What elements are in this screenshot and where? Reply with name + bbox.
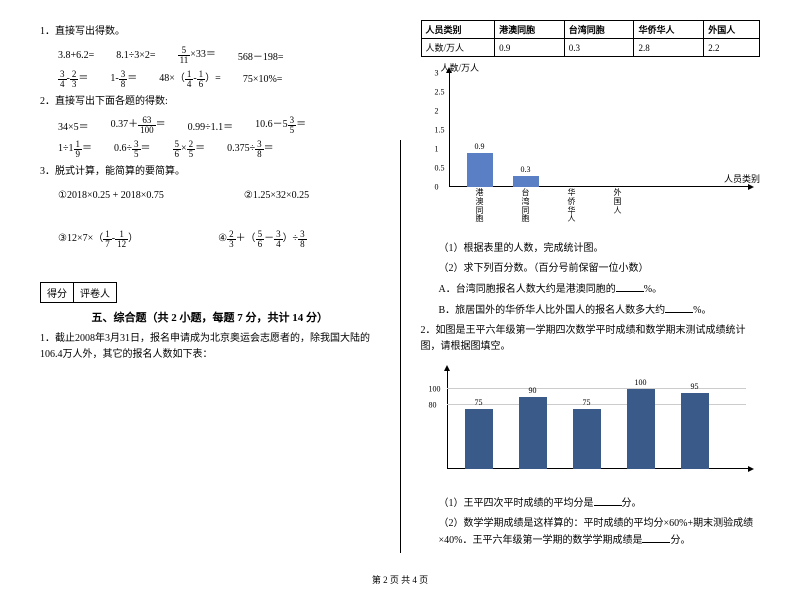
eq-row-4: 1÷119＝ 0.6÷35＝ 56×25＝ 0.375÷38＝ [40, 138, 380, 160]
right-column: 人员类别 港澳同胞 台湾同胞 华侨华人 外国人 人数/万人 0.9 0.3 2.… [421, 20, 761, 553]
y-tick: 80 [429, 401, 437, 410]
eq: 0.37＋63100＝ [111, 115, 166, 134]
reviewer-label: 评卷人 [74, 283, 116, 302]
eq: 1÷119＝ [58, 139, 92, 158]
y-axis [447, 369, 448, 469]
chart-1: 人数/万人 人员类别 0 0.5 1 1.5 2 2.5 3 0.9 0.3 港… [421, 65, 761, 215]
page: 1．直接写出得数。 3.8+6.2= 8.1÷3×2= 511×33＝ 568－… [40, 20, 760, 553]
td: 0.3 [564, 39, 634, 57]
eq: 1-38＝ [110, 69, 137, 88]
y-tick: 3 [435, 69, 439, 78]
td: 2.2 [704, 39, 760, 57]
th: 台湾同胞 [564, 21, 634, 39]
cat: 港澳同胞 [473, 189, 487, 224]
bar: 0.3 [513, 176, 539, 187]
bar: 90 [519, 397, 547, 469]
bar: 0.9 [467, 153, 493, 187]
score-box: 得分 评卷人 [40, 282, 117, 303]
eq: 3.8+6.2= [58, 50, 94, 61]
eq: 511×33＝ [178, 45, 216, 64]
sub-q: （2）求下列百分数。（百分号前保留一位小数） [421, 261, 761, 277]
q2-title: 2．直接写出下面各题的得数: [40, 94, 380, 110]
bar: 75 [465, 409, 493, 469]
td: 人数/万人 [421, 39, 495, 57]
sub-q: （1）王平四次平时成绩的平均分是分。 [421, 495, 761, 512]
left-column: 1．直接写出得数。 3.8+6.2= 8.1÷3×2= 511×33＝ 568－… [40, 20, 380, 553]
eq: 34-23＝ [58, 69, 88, 88]
calc: ①2018×0.25 + 2018×0.75 [58, 190, 164, 201]
th: 华侨华人 [634, 21, 704, 39]
eq-row-1: 3.8+6.2= 8.1÷3×2= 511×33＝ 568－198= [40, 44, 380, 66]
calc-row-2: ③12×7×（17-112） ④23＋（56－34）÷38 [40, 228, 380, 250]
eq-row-2: 34-23＝ 1-38＝ 48×（14-16）= 75×10%= [40, 68, 380, 90]
table-row: 人数/万人 0.9 0.3 2.8 2.2 [421, 39, 760, 57]
calc: ②1.25×32×0.25 [244, 190, 309, 201]
blank [665, 302, 693, 313]
calc: ④23＋（56－34）÷38 [218, 229, 306, 248]
eq: 34×5＝ [58, 118, 89, 133]
y-tick: 1.5 [435, 126, 445, 135]
data-table: 人员类别 港澳同胞 台湾同胞 华侨华人 外国人 人数/万人 0.9 0.3 2.… [421, 20, 761, 57]
arrow-right-icon [748, 466, 754, 472]
y-tick: 0 [435, 183, 439, 192]
blank [642, 532, 670, 543]
eq: 8.1÷3×2= [116, 50, 155, 61]
table-row: 人员类别 港澳同胞 台湾同胞 华侨华人 外国人 [421, 21, 760, 39]
q1-title: 1．直接写出得数。 [40, 24, 380, 40]
eq: 10.6－535＝ [255, 115, 306, 134]
sub-q: （1）根据表里的人数，完成统计图。 [421, 241, 761, 257]
th: 人员类别 [421, 21, 495, 39]
section-5-title: 五、综合题（共 2 小题，每题 7 分，共计 14 分） [40, 309, 380, 325]
problem-2: 2．如图是王平六年级第一学期四次数学平时成绩和数学期末测试成绩统计图，请根据图填… [421, 323, 761, 355]
x-axis-title: 人员类别 [724, 172, 760, 185]
page-footer: 第 2 页 共 4 页 [40, 573, 760, 586]
th: 外国人 [704, 21, 760, 39]
sub-q: B．旅居国外的华侨华人比外国人的报名人数多大约%。 [421, 302, 761, 319]
blank [594, 495, 622, 506]
cat: 台湾同胞 [519, 189, 533, 224]
eq: 0.99÷1.1＝ [188, 118, 234, 133]
eq-row-3: 34×5＝ 0.37＋63100＝ 0.99÷1.1＝ 10.6－535＝ [40, 114, 380, 136]
eq: 56×25＝ [173, 139, 206, 158]
column-divider [400, 140, 401, 553]
calc: ③12×7×（17-112） [58, 229, 138, 248]
chart-2: 80 100 75 90 75 100 95 [421, 365, 761, 485]
category-labels: 港澳同胞 台湾同胞 华侨华人 外国人 [449, 187, 751, 215]
bar: 100 [627, 389, 655, 469]
eq: 48×（14-16）= [159, 69, 221, 88]
score-label: 得分 [41, 283, 74, 302]
bar: 95 [681, 393, 709, 469]
td: 0.9 [495, 39, 565, 57]
sub-q: A．台湾同胞报名人数大约是港澳同胞的%。 [421, 281, 761, 298]
y-axis [449, 71, 450, 187]
sub-q: （2）数学学期成绩是这样算的：平时成绩的平均分×60%+期末测验成绩×40%．王… [421, 516, 761, 549]
td: 2.8 [634, 39, 704, 57]
eq: 568－198= [238, 48, 284, 63]
eq: 75×10%= [243, 74, 283, 85]
y-tick: 2.5 [435, 88, 445, 97]
cat: 外国人 [611, 189, 625, 215]
calc-row-1: ①2018×0.25 + 2018×0.75 ②1.25×32×0.25 [40, 184, 380, 206]
bar: 75 [573, 409, 601, 469]
q3-title: 3．脱式计算，能简算的要简算。 [40, 164, 380, 180]
th: 港澳同胞 [495, 21, 565, 39]
y-tick: 100 [429, 385, 441, 394]
eq: 0.375÷38＝ [227, 139, 274, 158]
cat: 华侨华人 [565, 189, 579, 224]
y-tick: 1 [435, 145, 439, 154]
y-tick: 0.5 [435, 164, 445, 173]
problem-1: 1．截止2008年3月31日，报名申请成为北京奥运会志愿者的，除我国大陆的106… [40, 331, 380, 363]
eq: 0.6÷35＝ [114, 139, 151, 158]
y-tick: 2 [435, 107, 439, 116]
blank [616, 281, 644, 292]
